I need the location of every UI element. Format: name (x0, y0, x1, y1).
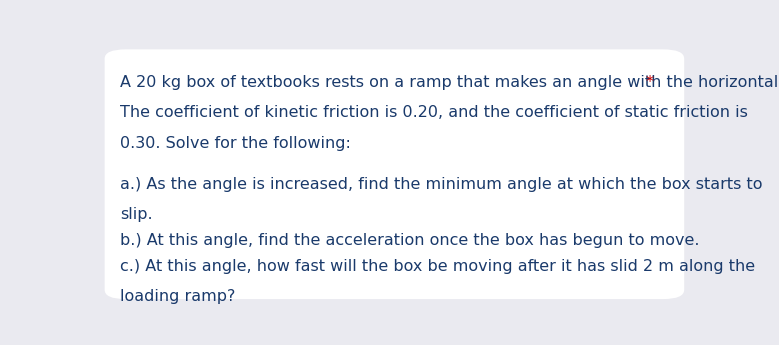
Text: A 20 kg box of textbooks rests on a ramp that makes an angle with the horizontal: A 20 kg box of textbooks rests on a ramp… (120, 75, 779, 90)
Text: The coefficient of kinetic friction is 0.20, and the coefficient of static frict: The coefficient of kinetic friction is 0… (120, 105, 748, 120)
Text: a.) As the angle is increased, find the minimum angle at which the box starts to: a.) As the angle is increased, find the … (120, 177, 763, 192)
Text: 0.30. Solve for the following:: 0.30. Solve for the following: (120, 136, 351, 151)
Text: c.) At this angle, how fast will the box be moving after it has slid 2 m along t: c.) At this angle, how fast will the box… (120, 259, 756, 274)
Text: *: * (640, 75, 654, 90)
Text: b.) At this angle, find the acceleration once the box has begun to move.: b.) At this angle, find the acceleration… (120, 233, 700, 248)
Text: slip.: slip. (120, 207, 153, 223)
FancyBboxPatch shape (104, 49, 684, 299)
Text: loading ramp?: loading ramp? (120, 289, 236, 304)
